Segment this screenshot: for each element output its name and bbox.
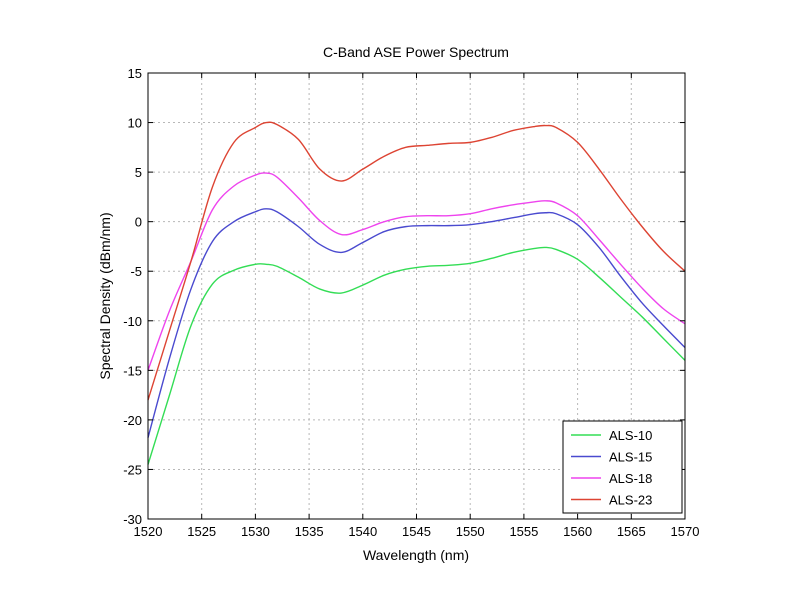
y-tick-label: -5 [130, 264, 142, 279]
series-line-als-10 [147, 246, 686, 465]
y-tick-label: -10 [123, 314, 142, 329]
legend-box [562, 420, 683, 514]
x-tick-label: 1525 [187, 524, 216, 539]
series-lines [147, 121, 686, 465]
y-tick-label: 5 [135, 165, 142, 180]
series-line-als-23 [147, 121, 686, 401]
y-axis-title: Spectral Density (dBm/nm) [97, 212, 113, 379]
x-tick-label: 1545 [402, 524, 431, 539]
y-tick-label: -30 [123, 512, 142, 527]
y-tick-label: -25 [123, 462, 142, 477]
x-tick-label: 1560 [563, 524, 592, 539]
x-tick-label: 1535 [295, 524, 324, 539]
axis-ticks: 1520 1525 1530 1535 1540 1545 1550 1555 1560 1565… [123, 66, 699, 539]
x-tick-label: 1520 [134, 524, 163, 539]
x-tick-label: 1555 [509, 524, 538, 539]
legend: ALS-10 ALS-15 ALS-18 ALS-23 [562, 420, 683, 514]
legend-label-als-23: ALS-23 [609, 493, 652, 508]
x-tick-label: 1540 [348, 524, 377, 539]
legend-label-als-15: ALS-15 [609, 450, 652, 465]
y-tick-label: 10 [128, 116, 142, 131]
legend-label-als-18: ALS-18 [609, 471, 652, 486]
series-line-als-18 [147, 172, 686, 371]
x-axis-title: Wavelength (nm) [363, 547, 469, 563]
legend-label-als-10: ALS-10 [609, 428, 652, 443]
y-tick-label: 0 [135, 215, 142, 230]
x-tick-label: 1530 [241, 524, 270, 539]
x-tick-label: 1550 [456, 524, 485, 539]
y-tick-label: -20 [123, 413, 142, 428]
x-tick-label: 1570 [671, 524, 700, 539]
y-tick-label: 15 [128, 66, 142, 81]
series-line-als-15 [147, 208, 686, 438]
x-tick-label: 1565 [617, 524, 646, 539]
chart-title: C-Band ASE Power Spectrum [323, 44, 509, 60]
y-tick-label: -15 [123, 363, 142, 378]
